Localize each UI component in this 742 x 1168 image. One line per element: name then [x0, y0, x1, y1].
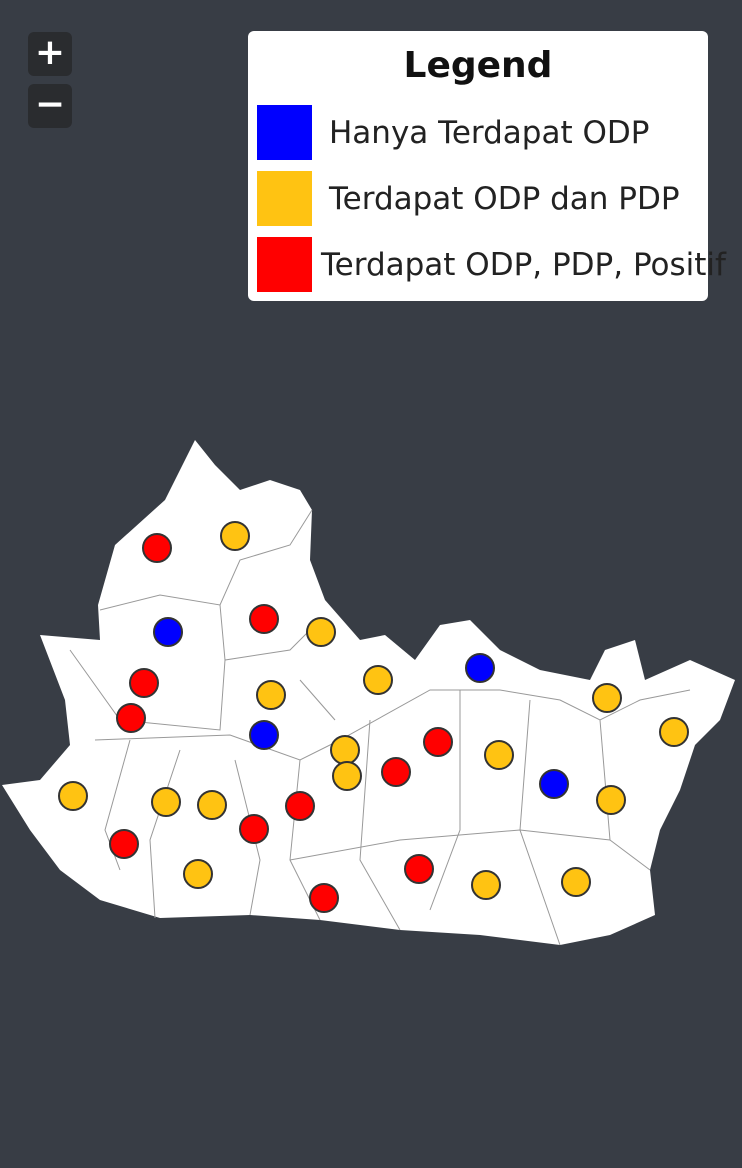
location-marker[interactable] [142, 533, 172, 563]
location-marker[interactable] [330, 735, 360, 765]
legend-swatch [257, 237, 312, 292]
region [2, 440, 735, 945]
legend-swatch [257, 105, 312, 160]
legend: Legend Hanya Terdapat ODP Terdapat ODP da… [248, 31, 726, 301]
location-marker[interactable] [381, 757, 411, 787]
legend-swatch [257, 171, 312, 226]
location-marker[interactable] [332, 761, 362, 791]
location-marker[interactable] [220, 521, 250, 551]
location-marker[interactable] [153, 617, 183, 647]
location-marker[interactable] [249, 720, 279, 750]
location-marker[interactable] [239, 814, 269, 844]
location-marker[interactable] [285, 791, 315, 821]
location-marker[interactable] [561, 867, 591, 897]
legend-item: Terdapat ODP, PDP, Positif [257, 237, 726, 293]
legend-item: Hanya Terdapat ODP [257, 105, 707, 161]
location-marker[interactable] [423, 727, 453, 757]
location-marker[interactable] [129, 668, 159, 698]
location-marker[interactable] [109, 829, 139, 859]
location-marker[interactable] [197, 790, 227, 820]
location-marker[interactable] [404, 854, 434, 884]
location-marker[interactable] [465, 653, 495, 683]
legend-label: Terdapat ODP, PDP, Positif [321, 247, 726, 283]
location-marker[interactable] [58, 781, 88, 811]
zoom-out-button[interactable]: − [28, 84, 72, 128]
location-marker[interactable] [256, 680, 286, 710]
legend-label: Hanya Terdapat ODP [329, 115, 650, 151]
location-marker[interactable] [659, 717, 689, 747]
location-marker[interactable] [596, 785, 626, 815]
location-marker[interactable] [116, 703, 146, 733]
location-marker[interactable] [471, 870, 501, 900]
location-marker[interactable] [151, 787, 181, 817]
location-marker[interactable] [249, 604, 279, 634]
location-marker[interactable] [539, 769, 569, 799]
location-marker[interactable] [183, 859, 213, 889]
zoom-in-button[interactable]: + [28, 32, 72, 76]
legend-item: Terdapat ODP dan PDP [257, 171, 707, 227]
location-marker[interactable] [363, 665, 393, 695]
legend-title: Legend [403, 45, 553, 86]
markers [58, 521, 689, 913]
location-marker[interactable] [309, 883, 339, 913]
location-marker[interactable] [592, 683, 622, 713]
location-marker[interactable] [306, 617, 336, 647]
legend-label: Terdapat ODP dan PDP [329, 181, 680, 217]
location-marker[interactable] [484, 740, 514, 770]
